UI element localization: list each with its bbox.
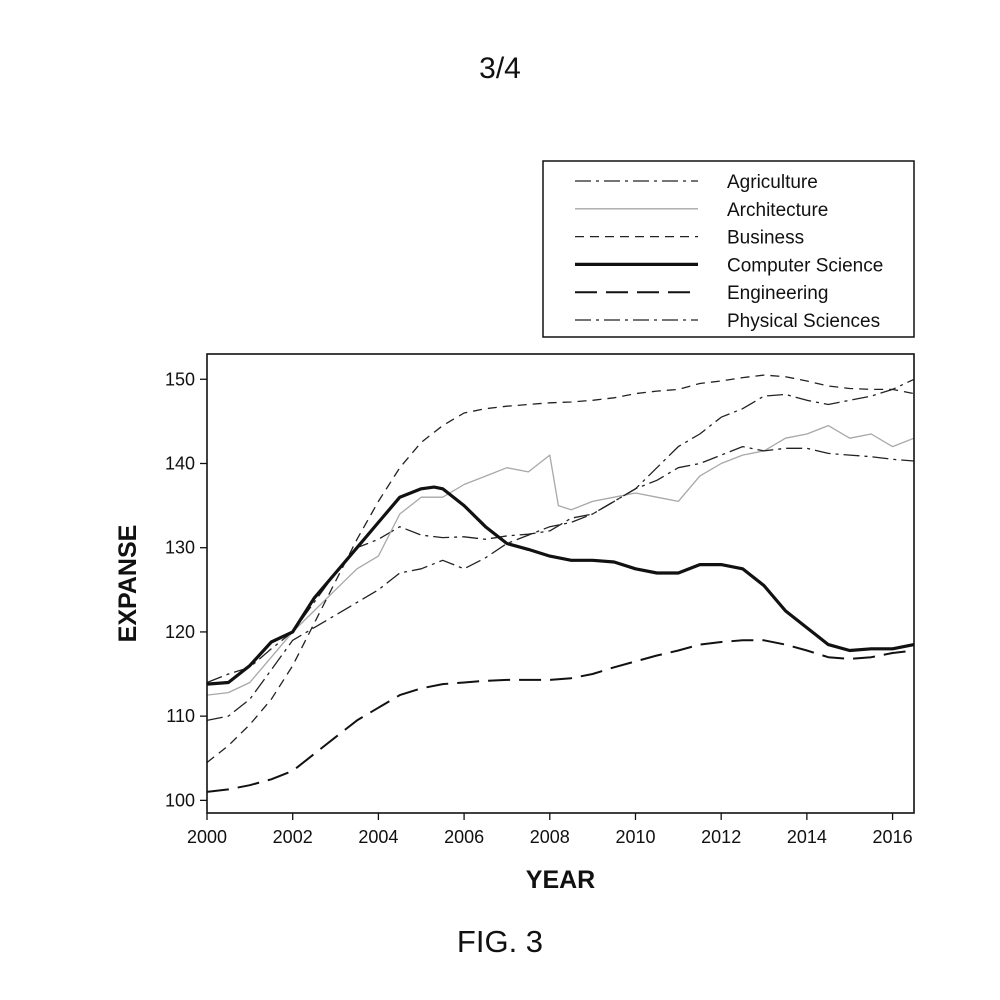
x-tick-label: 2006: [444, 827, 484, 847]
x-tick-label: 2012: [701, 827, 741, 847]
y-tick-label: 130: [165, 538, 195, 558]
series-line-architecture: [207, 426, 914, 695]
x-tick-label: 2010: [615, 827, 655, 847]
legend-label: Engineering: [727, 283, 828, 304]
series-line-agriculture: [207, 379, 914, 682]
x-axis-label: YEAR: [526, 866, 595, 894]
y-tick-label: 100: [165, 790, 195, 810]
x-tick-label: 2016: [873, 827, 913, 847]
y-tick-label: 120: [165, 622, 195, 642]
legend-label: Architecture: [727, 200, 828, 221]
plot-area-frame: [207, 354, 914, 813]
x-tick-label: 2004: [358, 827, 398, 847]
series-lines: [207, 375, 914, 792]
series-line-computer-science: [207, 487, 914, 684]
x-tick-label: 2000: [187, 827, 227, 847]
y-tick-label: 110: [166, 706, 195, 726]
legend-label: Business: [727, 228, 804, 249]
legend-label: Computer Science: [727, 255, 883, 276]
x-tick-label: 2014: [787, 827, 827, 847]
legend-label: Agriculture: [727, 172, 818, 193]
y-tick-label: 140: [165, 453, 195, 473]
y-tick-label: 150: [165, 369, 195, 389]
y-axis-label: EXPANSE: [114, 525, 142, 643]
x-tick-label: 2002: [273, 827, 313, 847]
axes: 2000 2002 2004 2006 2008 2010 2012 2014 2016 100 1…: [165, 369, 913, 847]
legend: Agriculture Architecture Business Computer …: [543, 161, 914, 337]
figure-caption: FIG. 3: [0, 924, 1000, 960]
legend-label: Physical Sciences: [727, 311, 880, 332]
series-line-engineering: [207, 640, 914, 792]
x-tick-label: 2008: [530, 827, 570, 847]
